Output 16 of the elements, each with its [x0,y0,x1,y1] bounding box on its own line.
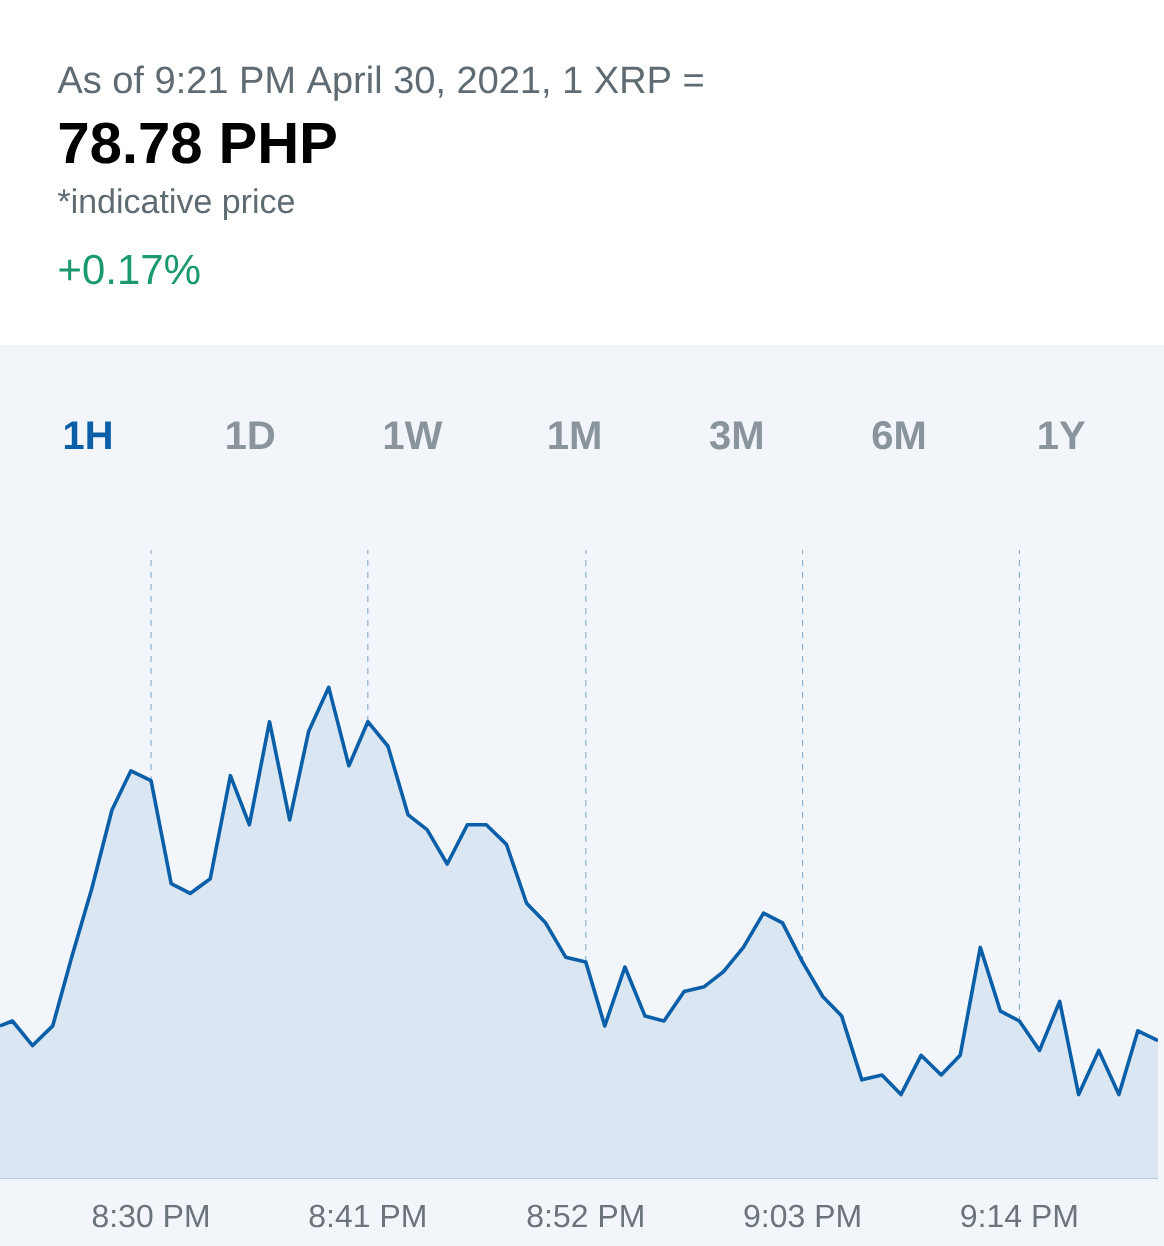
chart-title: As of 9:21 PM April 30, 2021, 1 XRP = [57,65,703,101]
chart-subtitle: 78.78 PHP [59,122,336,164]
text: +0.17% [59,254,200,285]
text: 3M [709,421,762,450]
text: 1Y [1039,421,1086,449]
x-tick-label: 9:14 PM [961,1204,1077,1228]
text: 1H [64,421,111,449]
text: *indicative price [57,188,294,221]
text: 1W [384,421,443,449]
x-tick-label: 8:30 PM [92,1204,208,1228]
text: 1M [549,421,600,449]
text: 1D [227,421,275,449]
x-tick-label: 8:52 PM [527,1204,643,1228]
text: 6M [872,421,925,450]
x-tick-label: 9:03 PM [744,1204,860,1228]
x-tick-label: 8:41 PM [309,1204,425,1228]
